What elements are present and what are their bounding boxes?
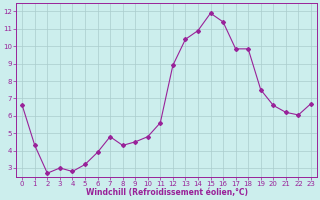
X-axis label: Windchill (Refroidissement éolien,°C): Windchill (Refroidissement éolien,°C) <box>85 188 248 197</box>
